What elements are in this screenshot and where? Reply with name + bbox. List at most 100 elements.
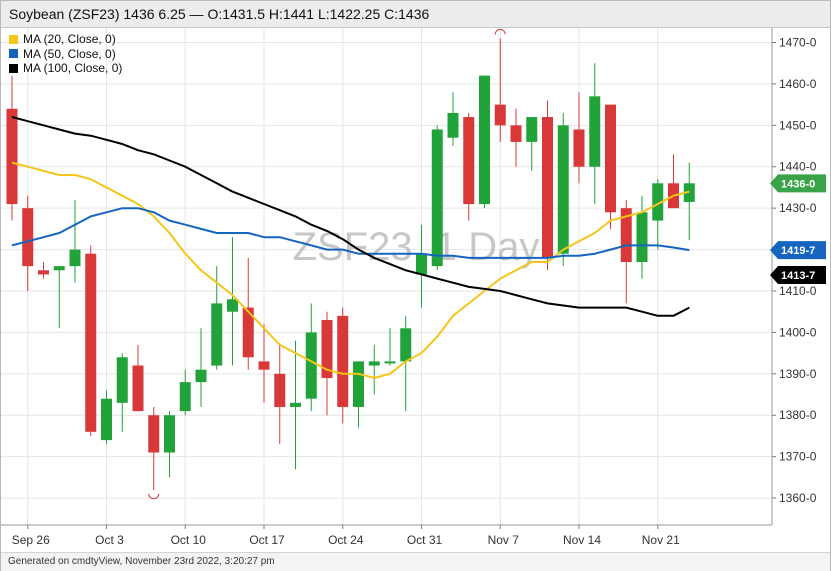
price-tag-bg: [770, 174, 826, 193]
candle-body: [384, 361, 396, 364]
price-tag-label: 1419-7: [781, 245, 815, 257]
legend-swatch-ma100: [9, 63, 18, 73]
candle-up: [195, 328, 207, 407]
candle-body: [116, 357, 128, 403]
candle-down: [132, 344, 144, 412]
candle-down: [6, 75, 18, 221]
indicator-legend: MA (20, Close, 0) MA (50, Close, 0) MA (…: [9, 32, 122, 76]
candle-down: [22, 195, 34, 291]
candle-body: [494, 104, 506, 126]
legend-swatch-ma20: [9, 34, 18, 44]
y-tick-label: 1380-0: [779, 408, 817, 422]
candle-body: [6, 108, 18, 205]
plot-area: [1, 28, 772, 525]
candle-body: [526, 117, 538, 142]
candle-body: [431, 129, 443, 267]
candle-body: [605, 104, 616, 213]
legend-item-ma50[interactable]: MA (50, Close, 0): [9, 47, 122, 62]
candle-down: [605, 104, 616, 229]
candle-down: [242, 257, 254, 370]
y-tick-label: 1410-0: [779, 284, 817, 298]
candle-body: [447, 112, 459, 138]
candle-up: [353, 361, 364, 428]
candle-body: [227, 299, 238, 312]
candle-up: [305, 303, 317, 412]
candle-body: [164, 415, 175, 453]
y-tick-label: 1430-0: [779, 201, 817, 215]
x-tick-label: Sep 26: [12, 533, 50, 547]
low-marker: [148, 493, 160, 500]
candle-body: [22, 208, 34, 267]
candle-up: [526, 117, 538, 171]
x-tick-label: Nov 14: [563, 533, 601, 547]
candle-down: [510, 108, 522, 167]
candle-body: [321, 319, 333, 378]
candle-body: [463, 117, 475, 205]
candle-up: [431, 125, 443, 271]
candle-body: [479, 75, 490, 205]
candle-up: [384, 328, 396, 366]
y-tick-label: 1390-0: [779, 367, 817, 381]
candle-up: [589, 63, 601, 205]
candle-down: [463, 112, 475, 221]
candle-body: [195, 369, 207, 383]
candle-down: [148, 406, 160, 490]
candle-down: [258, 324, 270, 403]
legend-label-ma20: MA (20, Close, 0): [23, 32, 116, 46]
y-tick-label: 1460-0: [779, 77, 817, 91]
ma50-line: [11, 207, 690, 259]
candle-body: [242, 307, 254, 358]
x-tick-label: Nov 21: [642, 533, 680, 547]
y-tick-label: 1360-0: [779, 491, 817, 505]
price-tag-label: 1436-0: [781, 178, 815, 190]
ma50-price-tag: 1419-7: [770, 241, 826, 260]
candle-body: [179, 382, 191, 412]
x-tick-label: Oct 10: [171, 533, 207, 547]
y-tick-label: 1370-0: [779, 450, 817, 464]
candle-up: [69, 199, 81, 283]
price-tag-label: 1413-7: [781, 270, 815, 282]
candle-body: [53, 266, 65, 271]
candle-body: [652, 183, 664, 221]
y-tick-label: 1450-0: [779, 118, 817, 132]
candle-down: [542, 100, 553, 271]
chart-footer: Generated on cmdtyView, November 23rd 20…: [1, 552, 830, 571]
y-tick-label: 1440-0: [779, 160, 817, 174]
x-tick-label: Oct 17: [249, 533, 285, 547]
candle-body: [416, 253, 427, 275]
chart-title: Soybean (ZSF23) 1436 6.25 — O:1431.5 H:1…: [9, 6, 430, 22]
candle-up: [101, 390, 112, 445]
candle-up: [447, 92, 459, 147]
candle-down: [274, 344, 286, 445]
candle-body: [337, 315, 349, 407]
price-tag-bg: [770, 265, 826, 284]
candle-up: [53, 266, 65, 329]
price-tag-bg: [770, 241, 826, 260]
candle-down: [321, 311, 333, 416]
candle-up: [652, 179, 664, 250]
x-tick-label: Oct 31: [407, 533, 443, 547]
last-price-tag: 1436-0: [770, 174, 826, 193]
candle-down: [573, 92, 585, 184]
candle-up: [557, 112, 569, 267]
candle-up: [416, 224, 427, 308]
legend-item-ma20[interactable]: MA (20, Close, 0): [9, 32, 122, 47]
candle-body: [38, 270, 49, 275]
candle-body: [69, 249, 81, 267]
x-tick-label: Nov 7: [488, 533, 520, 547]
ma100-price-tag: 1413-7: [770, 265, 826, 284]
legend-item-ma100[interactable]: MA (100, Close, 0): [9, 61, 122, 76]
candle-body: [274, 373, 286, 407]
price-chart[interactable]: 1360-01370-01380-01390-01400-01410-01420…: [1, 28, 830, 552]
y-tick-label: 1400-0: [779, 325, 817, 339]
y-tick-label: 1470-0: [779, 35, 817, 49]
candle-up: [368, 344, 380, 395]
candle-body: [573, 129, 585, 167]
footer-text: Generated on cmdtyView, November 23rd 20…: [8, 556, 275, 567]
candle-up: [636, 195, 648, 279]
candle-up: [290, 340, 301, 470]
candle-body: [353, 361, 364, 407]
candle-body: [85, 253, 97, 432]
legend-label-ma100: MA (100, Close, 0): [23, 61, 123, 75]
candle-down: [494, 38, 506, 142]
